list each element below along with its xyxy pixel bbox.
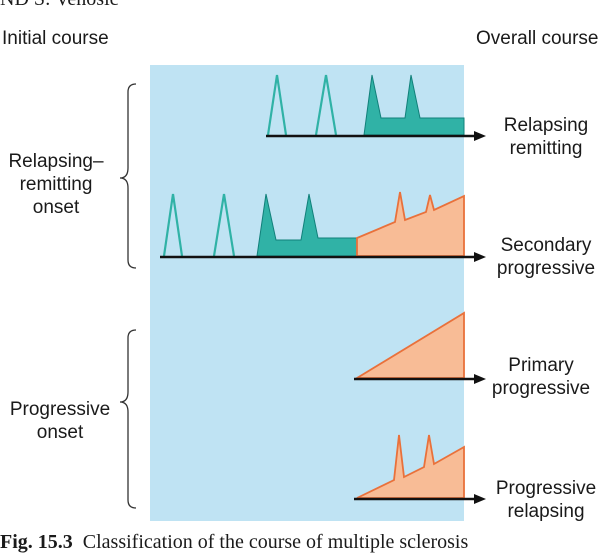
relapsing-onset-line-1: Relapsing– xyxy=(8,151,104,172)
progressive-onset-line-2: onset xyxy=(36,422,84,443)
relapsing-onset-brace xyxy=(119,83,137,269)
primary-progressive-line-2: progressive xyxy=(491,378,591,399)
residual-disability-area xyxy=(363,74,465,136)
primary-progressive-line-1: Primary xyxy=(508,355,574,376)
primary-progressive-label: Primary progressive xyxy=(482,354,600,400)
progression-area xyxy=(356,191,465,257)
progressive-onset-line-1: Progressive xyxy=(9,399,111,420)
secondary-progressive-line-2: progressive xyxy=(496,258,596,279)
caption-label: Fig. 15.3 xyxy=(0,531,73,553)
caption-text: Classification of the course of multiple… xyxy=(82,531,469,553)
remitting-relapse-peaks xyxy=(162,193,236,257)
axis-arrowhead xyxy=(474,374,486,384)
progressive-relapsing-line-2: relapsing xyxy=(507,501,585,522)
relapsing-onset-line-2: remitting xyxy=(19,174,93,195)
progressive-relapsing-line-1: Progressive xyxy=(495,478,597,499)
axis-arrowhead xyxy=(474,494,486,504)
axis-arrowhead xyxy=(474,252,486,262)
initial-course-header: Initial course xyxy=(2,28,109,49)
time-panel xyxy=(150,65,464,521)
overall-course-header: Overall course xyxy=(476,28,599,49)
secondary-progressive-course xyxy=(160,191,486,262)
secondary-progressive-line-1: Secondary xyxy=(500,235,592,256)
primary-progressive-course xyxy=(353,311,486,384)
relapsing-remitting-line-1: Relapsing xyxy=(503,115,589,136)
relapsing-onset-label: Relapsing– remitting onset xyxy=(0,150,112,219)
progressive-onset-brace xyxy=(119,329,137,509)
axis-arrowhead xyxy=(474,131,486,141)
progressive-relapsing-course xyxy=(354,434,486,504)
relapsing-onset-line-3: onset xyxy=(32,197,80,218)
relapsing-remitting-course xyxy=(266,74,486,141)
secondary-progressive-label: Secondary progressive xyxy=(482,234,610,280)
remitting-relapse-peaks xyxy=(266,74,338,136)
relapsing-remitting-line-2: remitting xyxy=(509,138,583,159)
progression-area xyxy=(356,434,465,499)
relapsing-remitting-label: Relapsing remitting xyxy=(482,114,610,160)
progressive-relapsing-label: Progressive relapsing xyxy=(482,477,610,523)
heading-partial: ND S: Venosic xyxy=(0,0,119,11)
progressive-onset-label: Progressive onset xyxy=(0,398,120,444)
figure-caption: Fig. 15.3 Classification of the course o… xyxy=(0,531,468,554)
